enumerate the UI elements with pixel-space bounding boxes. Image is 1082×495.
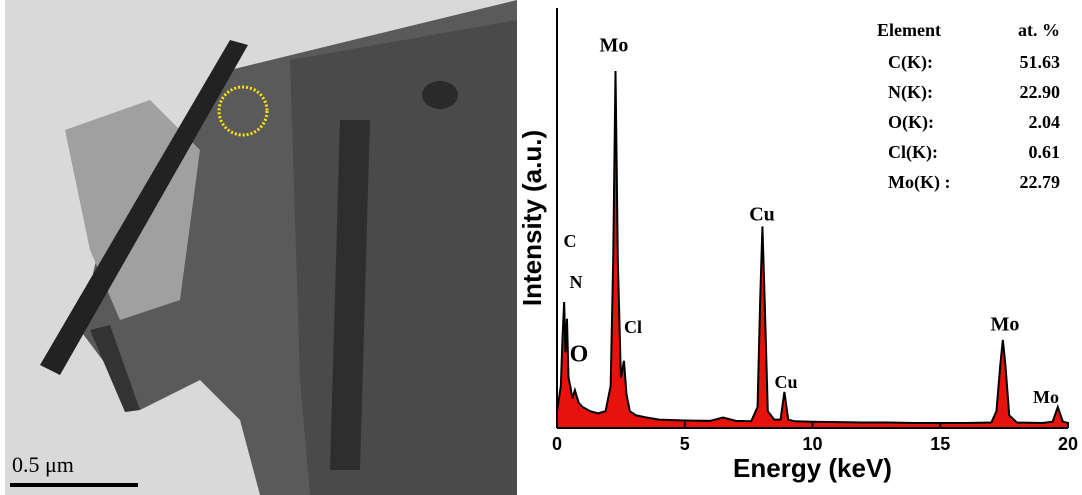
peak-label: Mo	[991, 314, 1020, 336]
peak-label: Mo	[1033, 387, 1059, 407]
peak-label: Cu	[774, 372, 797, 392]
peak-label: Cl	[624, 317, 642, 337]
peak-label: Mo	[600, 35, 629, 57]
spectrum-area	[557, 71, 1068, 428]
table-cell: N(K):	[888, 82, 933, 103]
table-cell: 0.61	[1029, 142, 1061, 162]
table-cell: Mo(K) :	[888, 172, 950, 193]
x-tick-label: 20	[1058, 434, 1078, 454]
peak-label: Cu	[749, 204, 775, 226]
particle	[422, 81, 458, 109]
flake-dark	[290, 20, 517, 495]
table-cell: O(K):	[888, 112, 934, 133]
tem-image: 0.5 μm	[5, 0, 517, 495]
peak-label: C	[564, 231, 577, 251]
table-cell: Cl(K):	[888, 142, 938, 163]
x-tick-label: 15	[930, 434, 950, 454]
table-header: at. %	[1018, 20, 1060, 40]
spectrum-line	[557, 71, 1068, 423]
x-tick-label: 0	[552, 434, 562, 454]
x-tick-label: 10	[802, 434, 822, 454]
x-axis-label: Energy (keV)	[733, 453, 892, 483]
scale-bar-label: 0.5 μm	[12, 452, 74, 477]
figure: 0.5 μm 0 5 10 15 20 Energy (keV) Intensity (a.…	[0, 0, 1082, 495]
table-header: Element	[877, 20, 941, 40]
table-cell: 51.63	[1020, 52, 1061, 72]
page: 0.5 μm 0 5 10 15 20 Energy (keV) Intensity (a.…	[0, 0, 1082, 495]
table-cell: 22.79	[1020, 172, 1061, 192]
x-tick-label: 5	[680, 434, 690, 454]
table-cell: 2.04	[1029, 112, 1061, 132]
peak-label: O	[570, 342, 589, 368]
table-cell: C(K):	[888, 52, 933, 73]
peak-label: N	[570, 272, 583, 292]
y-axis-label: Intensity (a.u.)	[517, 130, 547, 306]
table-cell: 22.90	[1020, 82, 1061, 102]
